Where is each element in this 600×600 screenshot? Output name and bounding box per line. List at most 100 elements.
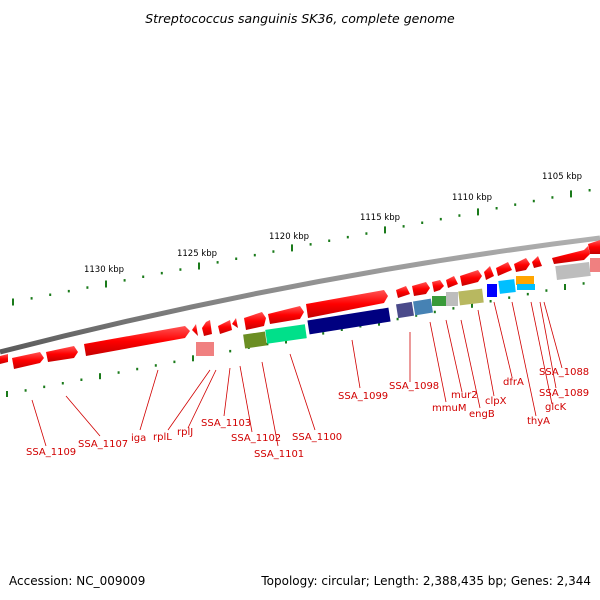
minor-tick (396, 317, 399, 321)
minor-tick (123, 279, 126, 282)
gene-label-ssa-1089[interactable]: SSA_1089 (539, 388, 589, 399)
minor-tick (266, 342, 269, 346)
scale-label-1120: 1120 kbp (269, 232, 309, 242)
gene-label-iga[interactable]: iga (131, 433, 146, 444)
cog-block (498, 279, 516, 294)
genome-backbone (0, 235, 600, 355)
gene-label-ssa-1088[interactable]: SSA_1088 (539, 367, 589, 378)
gene-arrow[interactable] (514, 258, 530, 272)
scale-label-1105: 1105 kbp (542, 172, 582, 182)
gene-arrow[interactable] (432, 280, 444, 292)
gene-arrow[interactable] (12, 352, 44, 369)
gene-arrow[interactable] (460, 270, 482, 286)
gene-arrow[interactable] (412, 282, 430, 296)
minor-tick (179, 268, 182, 271)
gene-label-dfra[interactable]: dfrA (503, 377, 524, 388)
gene-arrow[interactable] (84, 326, 190, 356)
minor-tick (67, 289, 70, 293)
minor-tick (30, 297, 33, 300)
cog-blocks (196, 258, 600, 356)
minor-tick (508, 296, 511, 299)
minor-tick (229, 349, 232, 353)
gene-label-mur2[interactable]: mur2 (451, 390, 478, 401)
gene-label-ssa-1102[interactable]: SSA_1102 (231, 433, 281, 444)
minor-tick (160, 271, 163, 275)
gene-arrow[interactable] (46, 346, 78, 362)
minor-tick (328, 239, 331, 242)
gene-arrow[interactable] (192, 324, 198, 336)
minor-tick (551, 196, 554, 199)
gene-arrow[interactable] (218, 320, 232, 334)
gene-label-ssa-1103[interactable]: SSA_1103 (201, 418, 251, 429)
major-tick (291, 244, 293, 252)
gene-label-ssa-1099[interactable]: SSA_1099 (338, 391, 388, 402)
cog-block (555, 261, 591, 281)
minor-tick (495, 207, 498, 210)
cog-block (517, 284, 535, 290)
major-tick (105, 280, 107, 288)
major-tick (570, 190, 572, 198)
gene-arrow[interactable] (552, 246, 590, 264)
cog-block (413, 298, 433, 316)
minor-tick (545, 289, 548, 292)
leader-lines (31, 301, 563, 447)
gene-label-rpll[interactable]: rplL (153, 432, 172, 443)
scale-label-1110: 1110 kbp (452, 193, 492, 203)
forward-genes (0, 240, 600, 369)
cog-block (243, 331, 267, 349)
cog-block (516, 276, 534, 285)
minor-tick (322, 332, 325, 335)
gene-arrow[interactable] (532, 256, 542, 268)
gene-arrow[interactable] (588, 240, 600, 254)
minor-tick (136, 367, 139, 371)
gene-arrow[interactable] (232, 318, 238, 328)
minor-tick (532, 199, 535, 203)
minor-tick (61, 382, 64, 385)
gene-arrow[interactable] (496, 262, 512, 276)
minor-tick (415, 314, 418, 317)
major-tick (99, 373, 101, 380)
gene-label-ssa-1100[interactable]: SSA_1100 (292, 432, 342, 443)
gene-arrow[interactable] (244, 312, 266, 330)
major-tick (564, 284, 566, 290)
gene-label-rplj[interactable]: rplJ (177, 427, 193, 438)
minor-tick (216, 261, 219, 264)
cog-block (307, 307, 391, 335)
minor-tick (142, 275, 145, 278)
gene-arrow[interactable] (446, 276, 458, 288)
major-tick (192, 355, 194, 362)
gene-arrow[interactable] (0, 354, 8, 364)
minor-tick (402, 225, 405, 228)
gene-label-glck[interactable]: glcK (545, 402, 567, 413)
major-tick (477, 208, 479, 216)
minor-tick (365, 232, 368, 235)
major-tick (471, 301, 473, 308)
gene-arrow[interactable] (306, 290, 388, 318)
gene-arrow[interactable] (202, 320, 212, 336)
scale-label-1125: 1125 kbp (177, 249, 217, 259)
scale-label-1115: 1115 kbp (360, 213, 400, 223)
gene-arrow[interactable] (484, 266, 494, 280)
map-title: Streptococcus sanguinis SK36, complete g… (145, 11, 455, 26)
minor-tick (588, 189, 591, 192)
minor-tick (43, 385, 46, 389)
gene-label-ssa-1107[interactable]: SSA_1107 (78, 439, 128, 450)
gene-arrow[interactable] (396, 286, 410, 298)
cog-block (458, 288, 484, 306)
cog-block (265, 324, 307, 344)
major-tick (6, 391, 8, 397)
minor-tick (340, 328, 343, 331)
cog-block (446, 292, 458, 306)
gene-labels: SSA_1088 SSA_1089 glcK thyA dfrA clpX en… (26, 367, 589, 460)
accession-text: Accession: NC_009009 (9, 574, 145, 588)
gene-arrow[interactable] (268, 306, 304, 324)
gene-label-clpx[interactable]: clpX (485, 396, 507, 407)
gene-label-ssa-1101[interactable]: SSA_1101 (254, 449, 304, 460)
gene-label-ssa-1109[interactable]: SSA_1109 (26, 447, 76, 458)
gene-label-ssa-1098[interactable]: SSA_1098 (389, 381, 439, 392)
minor-tick (439, 217, 442, 221)
gene-label-engb[interactable]: engB (469, 409, 495, 420)
gene-label-mmum[interactable]: mmuM (432, 403, 466, 414)
gene-label-thya[interactable]: thyA (527, 416, 550, 427)
